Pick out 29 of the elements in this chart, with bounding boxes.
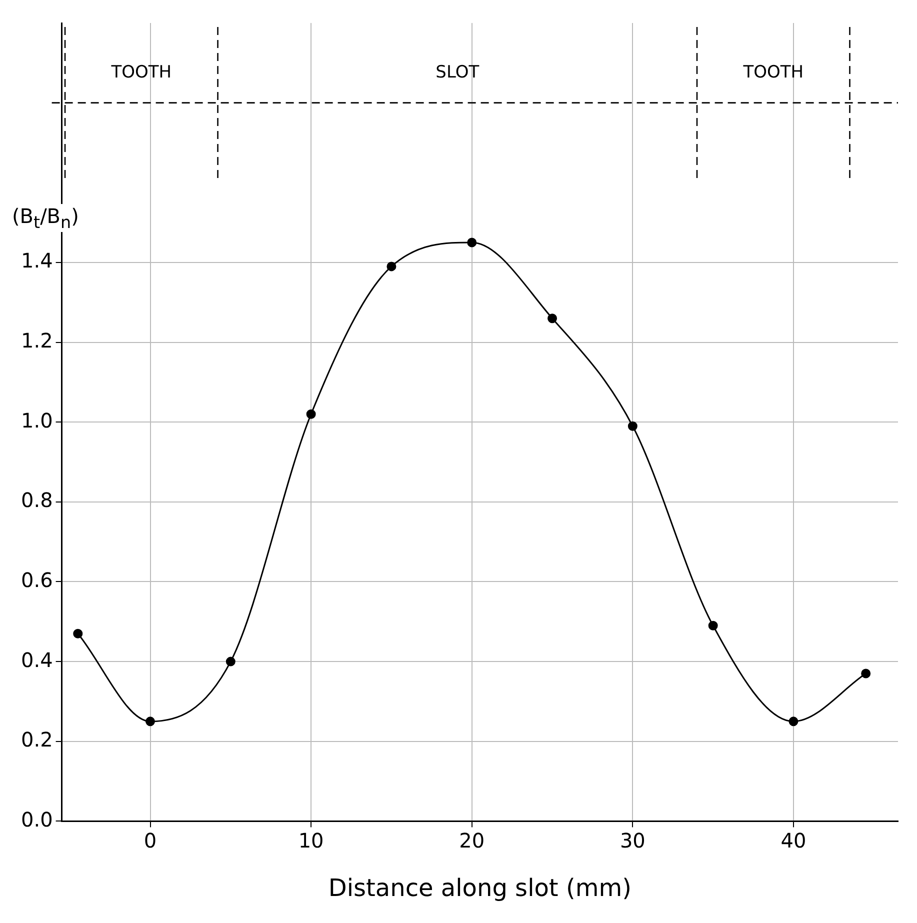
point (73, 628, 83, 638)
y-tick-label: 1.2 (20, 328, 53, 352)
point (386, 262, 396, 272)
y-tick-label: 0.6 (20, 568, 53, 592)
x-tick-label: 0 (144, 828, 157, 852)
point (708, 620, 718, 630)
point (628, 421, 638, 431)
annotation: TOOTH (110, 62, 172, 82)
y-tick-label: 0.2 (20, 728, 53, 752)
y-tick-label: 1.4 (20, 248, 53, 273)
y-tick-label: 0.8 (20, 488, 53, 512)
x-tick-label: 40 (780, 828, 806, 852)
y-tick-label: 0.0 (20, 807, 53, 832)
annotation: TOOTH (742, 62, 804, 82)
x-tick-label: 20 (459, 828, 485, 852)
point (467, 238, 477, 248)
x-tick-label: 10 (298, 828, 324, 852)
x-axis-title: Distance along slot (mm) (328, 874, 632, 902)
point (146, 716, 155, 726)
point (226, 656, 236, 666)
y-axis-title: (B$_{t}$/B$_{n}$) (12, 204, 79, 232)
point (306, 409, 316, 419)
y-tick-label: 1.0 (20, 408, 53, 432)
x-tick-label: 30 (620, 828, 646, 852)
point (788, 716, 798, 726)
annotation: SLOT (436, 62, 480, 82)
point (548, 314, 558, 324)
point (861, 668, 871, 678)
y-tick-label: 0.4 (20, 648, 53, 672)
